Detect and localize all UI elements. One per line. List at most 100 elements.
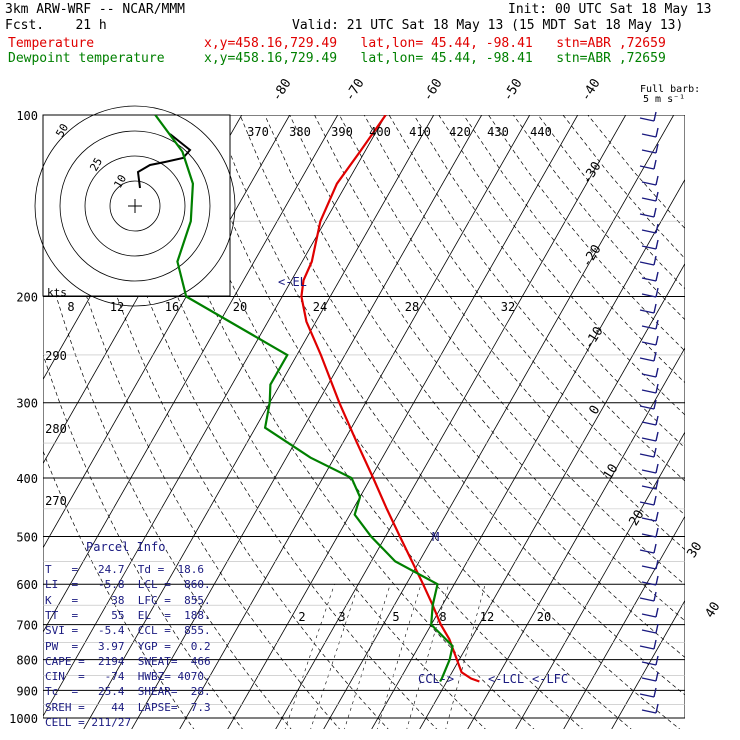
wind-barb-flag (653, 255, 657, 266)
isobar-label: 700 (16, 619, 38, 633)
dry-adiabat (463, 115, 685, 384)
isotherm-label: -10 (581, 324, 606, 352)
wind-barb (641, 245, 657, 250)
isobar-label: 200 (16, 291, 38, 305)
isobar-label: 500 (16, 530, 38, 544)
isotherm-line (467, 347, 685, 729)
theta-label: 410 (409, 125, 431, 139)
isobar-label: 1000 (9, 712, 38, 726)
mixing-ratio-line (310, 584, 359, 729)
dry-adiabat (43, 353, 243, 729)
init-time: Init: 00 UTC Sat 18 May 13 (508, 2, 712, 17)
dry-adiabat (264, 115, 685, 658)
hodograph-ring-label: 10 (111, 173, 129, 191)
hodograph: 25 10 50 kts (34, 105, 236, 307)
isobar-label: 300 (16, 397, 38, 411)
wind-barb (641, 293, 657, 298)
wind-barb-flag (655, 575, 659, 586)
isotherm-line (43, 115, 339, 633)
wind-barb (639, 261, 655, 266)
wind-barb (639, 453, 655, 458)
wind-barb (641, 341, 657, 346)
isotherm-line (131, 115, 483, 729)
isobar-label: 900 (16, 684, 38, 698)
mixing-ratio-label: 2 (298, 610, 305, 624)
temperature-location-info: x,y=458.16,729.49 lat,lon= 45.44, -98.41… (204, 36, 666, 51)
wind-barb (641, 277, 657, 282)
dry-adiabat (43, 246, 292, 729)
isotherm-label: 10 (601, 462, 622, 483)
isotherm-line (515, 431, 685, 729)
temperature-scale-label: 32 (501, 300, 515, 314)
wind-barb-flag (653, 495, 657, 506)
dewpoint-legend-label: Dewpoint temperature (8, 51, 165, 66)
theta-label: 440 (530, 125, 552, 139)
isotherm-label: 0 (587, 403, 604, 418)
wind-barbs (639, 111, 659, 714)
mixing-ratio-label: 5 (392, 610, 399, 624)
wind-barb (641, 677, 657, 682)
wind-barb-flag (655, 239, 659, 250)
wind-barb (641, 517, 657, 522)
wind-barb-flag (655, 431, 659, 442)
theta-label: 400 (369, 125, 391, 139)
wind-barb (641, 149, 657, 154)
dry-adiabat (339, 115, 685, 551)
dry-adiabat (513, 115, 685, 321)
wind-barb (639, 405, 655, 410)
sounding-traces (154, 115, 480, 683)
forecast-hour: Fcst. 21 h (5, 18, 107, 33)
isotherm-line (43, 115, 291, 549)
dewpoint-location-info: x,y=458.16,729.49 lat,lon= 45.44, -98.41… (204, 51, 666, 66)
isotherm-label: 20 (627, 508, 648, 529)
wind-barb-flag (653, 687, 657, 698)
isotherm-label: -40 (578, 76, 603, 104)
el-label: <-EL (278, 275, 307, 289)
isotherm-label: 40 (703, 600, 724, 621)
wind-barb-flag (655, 415, 659, 426)
isotherm-line (0, 115, 2, 731)
parcel-info-row: CIN = -74 HWBZ= 4070. (45, 670, 211, 684)
wind-barb-flag (655, 367, 659, 378)
wind-barb-flag (655, 607, 659, 618)
parcel-info-row: CELL = 211/27 (45, 716, 132, 729)
wind-barb (639, 117, 655, 122)
isobar-label: 600 (16, 578, 38, 592)
hodograph-ring-label: 25 (87, 156, 105, 174)
dry-adiabat (413, 115, 685, 449)
temperature-scale-label: 28 (405, 300, 419, 314)
temperature-scale-label: 16 (165, 300, 179, 314)
hodograph-ring (109, 180, 161, 232)
wind-barb-flag (655, 335, 659, 346)
wind-barb-flag (653, 303, 657, 314)
wind-barb (641, 629, 657, 634)
wind-barb-flag (653, 591, 657, 602)
temperature-legend-label: Temperature (8, 36, 95, 51)
wind-barb (639, 597, 655, 602)
barb-legend-units: 5 m s⁻¹ (643, 94, 686, 105)
isotherm-line (83, 115, 435, 729)
wind-barb (641, 133, 657, 138)
temperature-trace (300, 115, 480, 683)
lcl-label: <-LCL (488, 672, 524, 686)
barb-legend-title: Full barb: (640, 84, 701, 95)
isobar-label: 100 (16, 109, 38, 123)
dry-adiabat (314, 115, 685, 586)
dry-adiabat (562, 115, 685, 260)
wind-barb (641, 485, 657, 490)
wind-barb-flag (655, 479, 659, 490)
parcel-info-title: Parcel Info (86, 540, 166, 554)
isotherm-line (563, 515, 685, 729)
wind-barb-flag (653, 399, 657, 410)
hodograph-units: kts (47, 286, 67, 299)
wind-barb-flag (655, 383, 659, 394)
wind-barb-flag (655, 319, 659, 330)
dry-adiabat (165, 115, 583, 729)
dry-adiabat (140, 115, 535, 729)
theta-label: 280 (45, 422, 67, 436)
mixing-ratio-line (445, 584, 486, 729)
hodograph-trace (136, 133, 192, 189)
isotherm-label: -80 (269, 76, 294, 104)
dry-adiabat (388, 115, 685, 482)
wind-barb (641, 181, 657, 186)
